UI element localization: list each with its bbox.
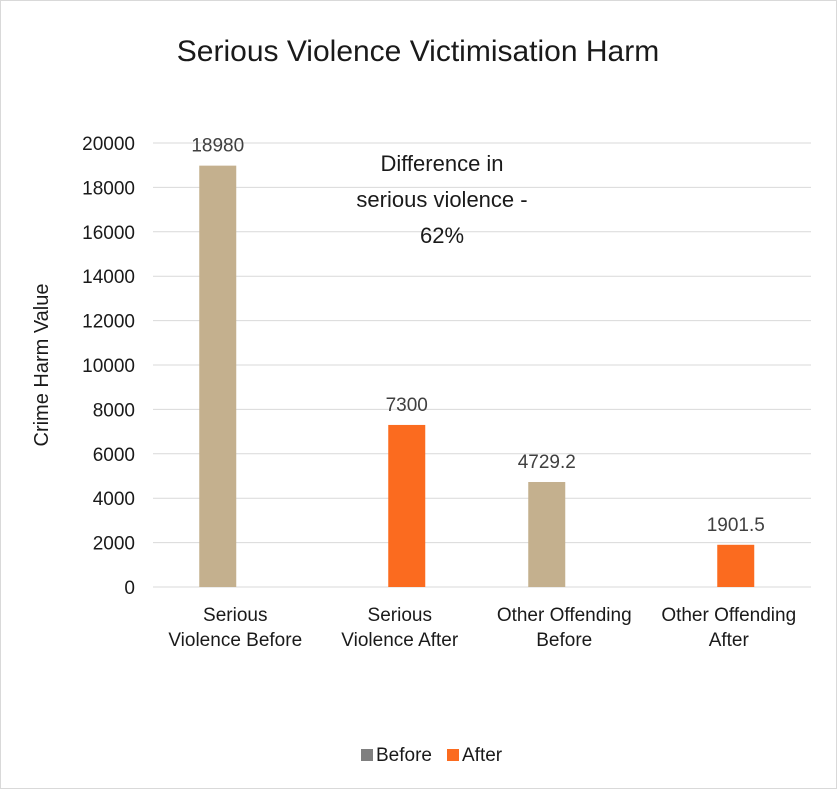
- data-labels: 18980 7300 4729.2 1901.5: [191, 136, 764, 536]
- y-tick-label: 18000: [82, 178, 135, 199]
- category-label: Violence After: [341, 630, 459, 651]
- y-tick-label: 8000: [93, 400, 135, 421]
- category-label: Other Offending: [661, 605, 796, 626]
- bar-after: [717, 544, 755, 587]
- bar-before: [528, 482, 566, 587]
- category-label: Other Offending: [497, 605, 632, 626]
- category-label: Serious: [203, 605, 267, 626]
- data-label: 7300: [386, 395, 428, 416]
- annotation-line: Difference in: [380, 151, 503, 176]
- y-tick-label: 20000: [82, 134, 135, 155]
- data-label: 4729.2: [518, 452, 576, 473]
- chart-title: Serious Violence Victimisation Harm: [177, 35, 659, 68]
- category-label: Serious: [368, 605, 432, 626]
- category-label: Before: [536, 630, 592, 651]
- legend-label: After: [462, 745, 503, 766]
- bar-before: [199, 165, 237, 588]
- category-label: Violence Before: [168, 630, 302, 651]
- y-tick-label: 12000: [82, 312, 135, 333]
- legend-swatch-before: [361, 749, 373, 761]
- legend-swatch-after: [447, 749, 459, 761]
- y-tick-label: 10000: [82, 356, 135, 377]
- data-label: 18980: [191, 136, 244, 157]
- y-tick-label: 16000: [82, 223, 135, 244]
- gridlines: [153, 142, 811, 588]
- y-tick-label: 6000: [93, 445, 135, 466]
- y-tick-label: 0: [124, 578, 135, 599]
- annotation-line: serious violence -: [356, 187, 527, 212]
- category-label: After: [709, 630, 750, 651]
- y-axis-ticks: 0 2000 4000 6000 8000 10000 12000 14000 16000 180…: [82, 134, 135, 599]
- y-tick-label: 14000: [82, 267, 135, 288]
- legend: Before After: [361, 745, 503, 766]
- bar-after: [388, 424, 426, 587]
- annotation-difference: Difference in serious violence - 62%: [356, 151, 527, 248]
- y-tick-label: 4000: [93, 489, 135, 510]
- bars: [199, 165, 755, 588]
- data-label: 1901.5: [707, 515, 765, 536]
- y-axis-label: Crime Harm Value: [31, 284, 53, 447]
- y-tick-label: 2000: [93, 534, 135, 555]
- annotation-line: 62%: [420, 223, 464, 248]
- legend-label: Before: [376, 745, 432, 766]
- category-labels: Serious Violence Before Serious Violence Af…: [168, 605, 796, 651]
